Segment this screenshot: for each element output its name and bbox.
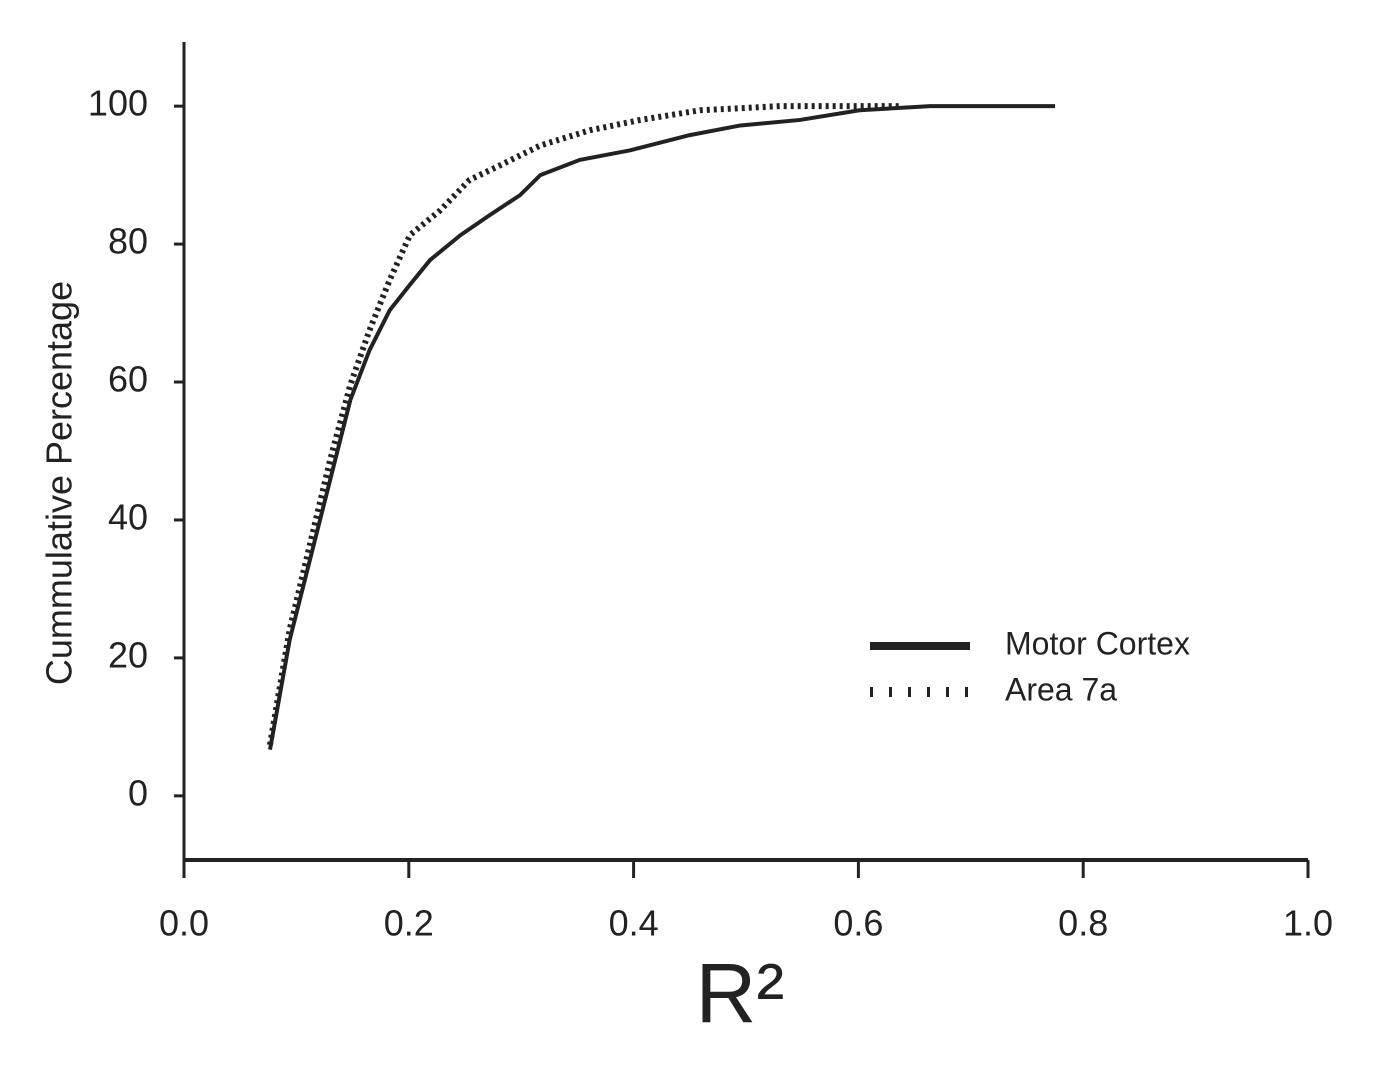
- x-tick-label: 0.2: [384, 903, 434, 944]
- x-tick-label: 0.0: [159, 903, 209, 944]
- legend-label: Motor Cortex: [1005, 625, 1190, 661]
- legend-label: Area 7a: [1005, 671, 1117, 707]
- y-tick-label: 60: [108, 359, 148, 400]
- x-tick-label: 1.0: [1283, 903, 1333, 944]
- y-tick-label: 100: [88, 83, 148, 124]
- y-tick-label: 40: [108, 496, 148, 537]
- y-tick-label: 80: [108, 221, 148, 262]
- x-axis-label: R²: [696, 946, 785, 1040]
- data-line: [268, 104, 1056, 750]
- data-line: [267, 103, 900, 746]
- y-tick-label: 20: [108, 634, 148, 675]
- y-axis-label: Cummulative Percentage: [39, 281, 80, 685]
- x-tick-label: 0.8: [1058, 903, 1108, 944]
- y-tick-label: 0: [128, 772, 148, 813]
- x-tick-label: 0.4: [609, 903, 659, 944]
- x-tick-label: 0.6: [833, 903, 883, 944]
